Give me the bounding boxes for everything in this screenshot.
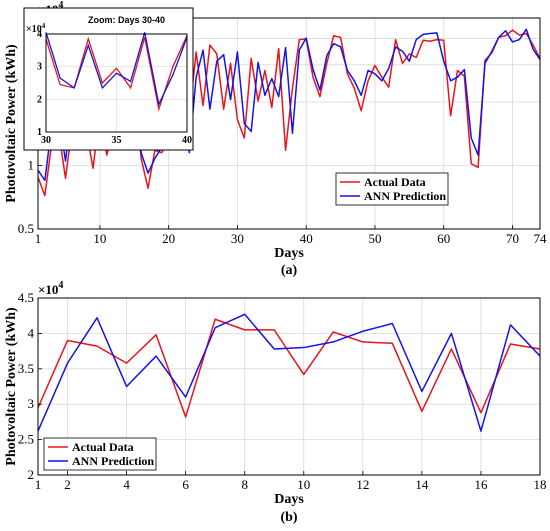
x-tick-label: 74: [534, 231, 548, 246]
series-line-prediction: [37, 313, 541, 432]
panel-b-subfigure-label: (b): [280, 510, 297, 525]
y-tick-label: 2.5: [18, 432, 34, 447]
inset-ticks: 30 35 40 1 2 3 4: [37, 29, 192, 146]
panel-b-x-axis-label: Days: [274, 492, 304, 507]
panel-a-legend-prediction-label: ANN Prediction: [364, 189, 446, 203]
panel-b-frame: [37, 297, 541, 476]
x-tick-label: 1: [35, 477, 42, 492]
y-tick-label: 2: [28, 467, 35, 482]
x-tick-label: 8: [241, 477, 248, 492]
inset-title: Zoom: Days 30-40: [88, 15, 165, 25]
x-tick-label: 10: [93, 231, 106, 246]
x-tick-label: 12: [356, 477, 369, 492]
y-tick-label: 3: [28, 396, 35, 411]
inset-frame: [45, 33, 188, 133]
y-tick-label: 4: [28, 325, 35, 340]
panel-a-x-axis-label: Days: [274, 246, 304, 261]
inset-prediction-line: [45, 32, 188, 107]
inset-x-tick-label: 40: [182, 135, 192, 146]
inset-x-tick-label: 30: [41, 135, 51, 146]
panel-b-y-axis-label: Photovoltaic Power (kWh): [4, 307, 19, 466]
inset-x-tick-label: 35: [112, 135, 122, 146]
inset-background: [23, 7, 194, 151]
x-tick-label: 10: [297, 477, 310, 492]
x-tick-label: 1: [35, 231, 42, 246]
series-line-actual: [37, 318, 541, 418]
x-tick-label: 50: [368, 231, 381, 246]
inset-y-tick-label: 3: [37, 62, 42, 73]
inset-y-tick-label: 1: [37, 127, 42, 138]
x-tick-label: 20: [162, 231, 175, 246]
inset-y-tick-label: 4: [37, 29, 42, 40]
x-tick-label: 40: [300, 231, 313, 246]
panel-b-legend-prediction-label: ANN Prediction: [72, 454, 154, 468]
panel-b-lines: [37, 313, 541, 432]
x-tick-label: 16: [474, 477, 488, 492]
y-tick-label: 3.5: [18, 361, 34, 376]
inset-y-multiplier: ×104: [26, 22, 46, 35]
x-tick-label: 6: [182, 477, 189, 492]
panel-b-legend: Actual Data ANN Prediction: [43, 437, 157, 471]
x-tick-label: 2: [64, 477, 71, 492]
x-tick-label: 30: [231, 231, 244, 246]
x-tick-label: 18: [534, 477, 547, 492]
panel-b-y-multiplier: ×104: [38, 280, 63, 297]
panel-a-legend-box: [335, 172, 449, 206]
x-tick-label: 4: [123, 477, 130, 492]
y-tick-label: 0.5: [18, 221, 34, 236]
panel-b-legend-actual-label: Actual Data: [72, 440, 134, 454]
x-tick-label: 14: [415, 477, 429, 492]
y-tick-label: 4.5: [18, 290, 34, 305]
x-tick-label: 70: [506, 231, 519, 246]
panel-a-subfigure-label: (a): [281, 263, 298, 278]
panel-a-y-axis-label: Photovoltaic Power (kWh): [4, 44, 19, 203]
panel-a-legend-actual-label: Actual Data: [364, 175, 426, 189]
y-tick-label: 1: [28, 157, 35, 172]
inset-lines: [45, 32, 188, 112]
panel-b-legend-box: [43, 437, 157, 471]
inset-y-tick-label: 2: [37, 94, 42, 105]
panel-a-inset: 30 35 40 1 2 3 4 Zoom: Days 30-40 ×104: [23, 7, 194, 151]
panel-a-legend: Actual Data ANN Prediction: [335, 172, 449, 206]
x-tick-label: 60: [437, 231, 450, 246]
